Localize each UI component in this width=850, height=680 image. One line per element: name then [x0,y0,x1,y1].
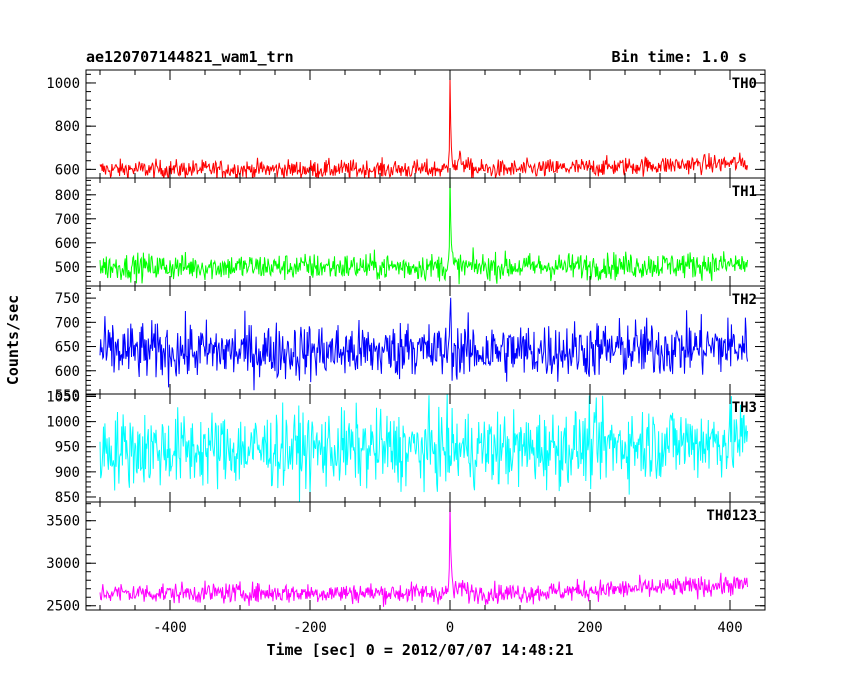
y-tick-label: 600 [55,364,80,380]
series-th0 [99,77,748,178]
panel-th1: 500 600 700 800 TH1 [55,177,766,287]
x-tick-label: -400 [153,620,187,636]
y-tick-label: 800 [55,119,80,135]
y-tick-label: 700 [55,315,80,331]
panel-frame [85,501,766,611]
panel-label-th2: TH2 [732,292,757,308]
panels-layer: 600 800 1000 TH0 500 600 700 800 TH1 550 600 650 700… [46,69,766,636]
chart-title: ae120707144821_wam1_trn [86,48,294,66]
panel-label-th0: TH0 [732,76,757,92]
y-tick-label: 850 [55,490,80,506]
series-th3 [99,394,748,502]
y-tick-label: 3000 [46,556,80,572]
y-tick-label: 950 [55,440,80,456]
y-tick-label: 800 [55,188,80,204]
panel-label-th1: TH1 [732,184,757,200]
bin-time-label: Bin time: 1.0 s [612,48,747,66]
series-th2 [99,297,748,391]
y-tick-label: 650 [55,340,80,356]
panel-label-th3: TH3 [732,400,757,416]
y-tick-label: 750 [55,291,80,307]
y-tick-label: 900 [55,465,80,481]
y-tick-label: 1000 [46,76,80,92]
y-tick-label: 700 [55,212,80,228]
y-tick-label: 500 [55,260,80,276]
series-th1 [99,178,748,285]
y-tick-label: 3500 [46,514,80,530]
y-tick-label: 2500 [46,599,80,615]
y-tick-label: 550 [55,388,80,404]
panel-th0: 600 800 1000 TH0 [46,69,766,179]
y-tick-label: 1000 [46,415,80,431]
series-th0123 [99,502,748,607]
y-tick-label: 1050 [46,390,80,406]
x-tick-label: 0 [446,620,454,636]
x-axis-label: Time [sec] 0 = 2012/07/07 14:48:21 [266,641,573,659]
y-axis-label: Counts/sec [4,295,22,385]
panel-th2: 550 600 650 700 750 TH2 [55,285,766,404]
y-tick-label: 600 [55,162,80,178]
panel-th3: 850 900 950 1000 1050 TH3 [46,390,766,506]
panel-th0123: 2500 3000 3500 TH0123 [46,501,766,615]
x-tick-label: 400 [717,620,742,636]
y-tick-label: 600 [55,236,80,252]
x-tick-label: -200 [293,620,327,636]
x-tick-label: 200 [577,620,602,636]
panel-label-th0123: TH0123 [706,508,757,524]
panel-frame [85,177,766,287]
